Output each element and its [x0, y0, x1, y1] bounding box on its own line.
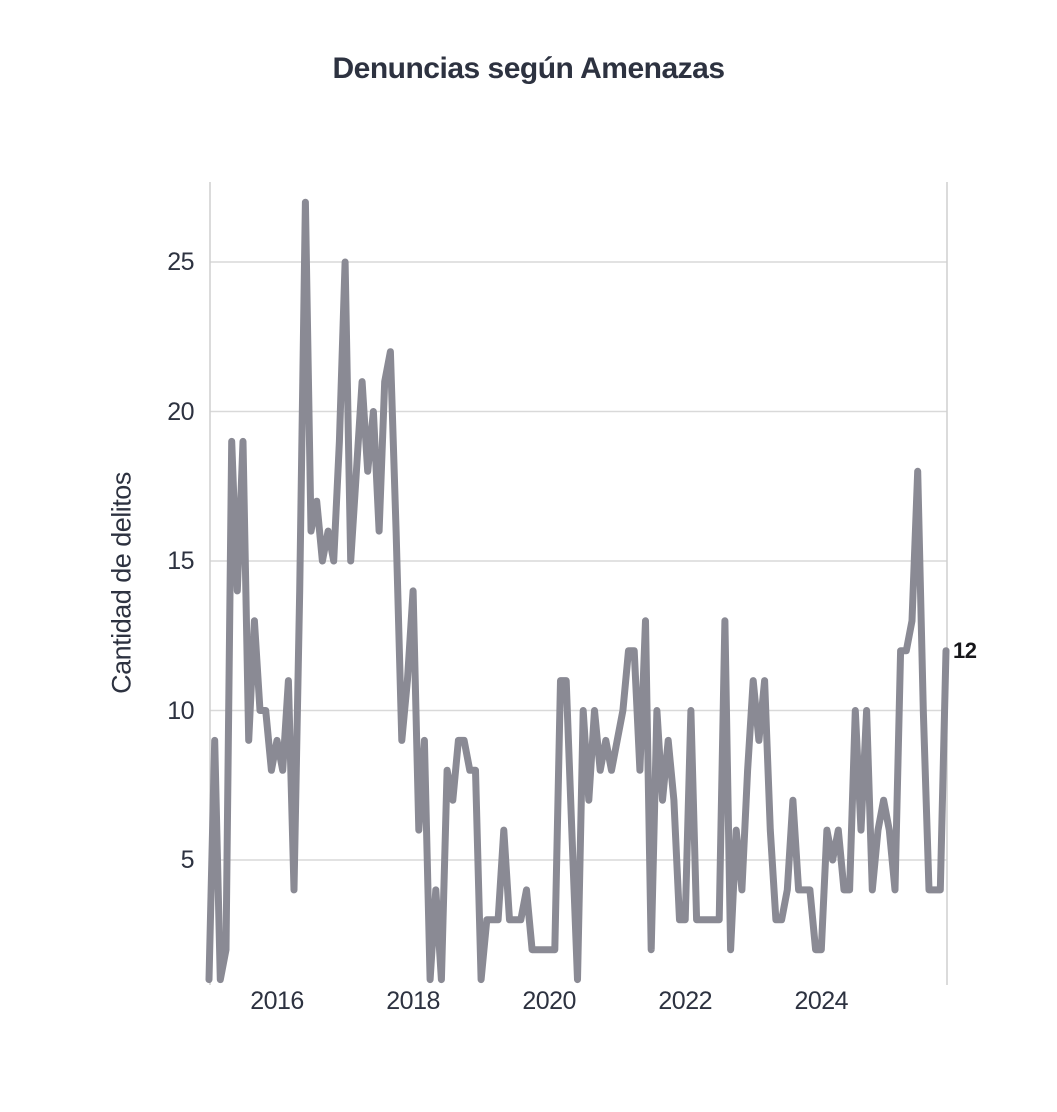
- x-tick-label: 2016: [250, 987, 304, 1015]
- y-tick-label: 20: [167, 397, 194, 426]
- x-tick-label: 2022: [658, 987, 713, 1015]
- chart-title: Denuncias según Amenazas: [332, 52, 725, 85]
- y-tick-label: 15: [167, 547, 194, 575]
- x-tick-label: 2020: [522, 987, 576, 1015]
- y-tick-label: 10: [167, 696, 194, 725]
- last-value-annotation: 12: [953, 637, 977, 663]
- y-tick-label: 25: [167, 248, 194, 276]
- y-tick-label: 5: [180, 846, 195, 874]
- x-tick-label: 2024: [794, 987, 849, 1015]
- x-tick-label: 2018: [386, 987, 440, 1015]
- data-line: [205, 198, 950, 984]
